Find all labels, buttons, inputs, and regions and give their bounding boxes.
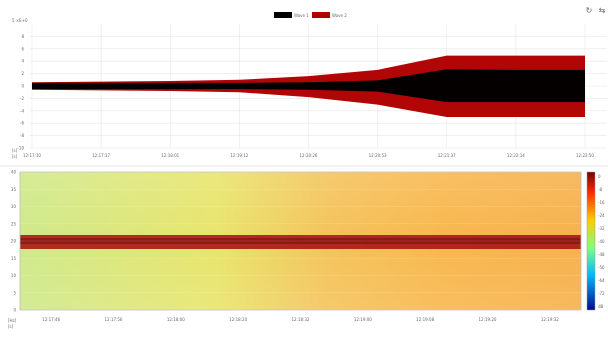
bottom-y-tick-label: 40 — [11, 170, 17, 175]
top-x-unit-label: [s] — [12, 148, 18, 153]
bottom-y-tick-label: 5 — [13, 290, 16, 295]
bottom-x-unit-label: [s] — [8, 324, 14, 329]
colorbar-tick-label: -32 — [598, 226, 605, 231]
bottom-y-tick-label: 35 — [11, 187, 17, 192]
colorbar-tick-label: -64 — [598, 278, 605, 283]
bottom-x-tick-label: 12:19:20 — [479, 317, 497, 322]
bottom-x-tick-label: 12:19:32 — [541, 317, 559, 322]
bottom-x-tick-label: 12:19:08 — [416, 317, 434, 322]
bottom-x-tick-label: 12:18:20 — [229, 317, 247, 322]
bottom-y-tick-label: 0 — [13, 308, 16, 313]
bottom-y-axis: 40 35 30 25 20 15 10 5 0 — [11, 170, 17, 313]
top-x-tick-label: 12:22:14 — [507, 153, 525, 158]
top-y-unit-label: [s] — [12, 154, 18, 159]
legend-label-wave-1: Wave 1 — [294, 13, 309, 18]
top-x-tick-label: 12:18:01 — [161, 153, 179, 158]
spectrogram-border — [19, 171, 582, 311]
bottom-x-axis: 12:17:46 12:17:56 12:18:00 12:18:20 12:18:32… — [42, 317, 559, 322]
bottom-x-tick-label: 12:18:32 — [292, 317, 310, 322]
colorbar-tick-label: -8 — [598, 187, 602, 192]
waveform-chart: 8 6 4 2 0 -2 -4 -6 -8 -10 12:17:10 12:17:17 12:18:0… — [12, 12, 607, 159]
colorbar: 0 -8 -16 -24 -32 -40 -48 -56 -64 -72 dB — [586, 171, 605, 311]
colorbar-tick-label: -16 — [598, 200, 605, 205]
top-x-tick-label: 12:21:37 — [438, 153, 456, 158]
colorbar-ticks: 0 -8 -16 -24 -32 -40 -48 -56 -64 -72 dB — [598, 174, 605, 309]
top-y-tick-label: -2 — [20, 96, 24, 101]
bottom-x-tick-label: 12:18:00 — [167, 317, 185, 322]
top-series-group — [32, 55, 585, 117]
top-y-axis: 8 6 4 2 0 -2 -4 -6 -8 -10 — [17, 34, 24, 151]
top-y-tick-label: 6 — [21, 46, 24, 51]
refresh-icon[interactable]: ↻ — [585, 6, 593, 15]
top-y-axis-label: 5 ×E+0 — [12, 18, 28, 23]
top-x-tick-label: 12:22:50 — [576, 153, 594, 158]
bottom-y-tick-label: 10 — [11, 273, 17, 278]
legend-swatch-wave-1[interactable] — [274, 12, 292, 18]
spectrogram-band-core — [20, 238, 581, 244]
bottom-y-tick-label: 15 — [11, 256, 17, 261]
top-y-tick-label: 8 — [21, 34, 24, 39]
bottom-y-tick-label: 20 — [11, 239, 17, 244]
colorbar-tick-label: -40 — [598, 239, 605, 244]
legend-label-wave-2: Wave 2 — [332, 13, 347, 18]
bottom-x-tick-label: 12:17:56 — [105, 317, 123, 322]
spectrogram-grid — [20, 171, 581, 311]
colorbar-scale — [586, 171, 596, 311]
top-y-tick-label: -8 — [20, 133, 24, 138]
top-x-tick-label: 12:17:17 — [92, 153, 110, 158]
colorbar-tick-label: -72 — [598, 291, 605, 296]
bottom-y-unit-label: [Hz] — [8, 318, 17, 323]
colorbar-tick-label: -24 — [598, 213, 605, 218]
bottom-y-tick-label: 25 — [11, 221, 17, 226]
colorbar-tick-label: -48 — [598, 252, 605, 257]
bottom-x-tick-label: 12:19:00 — [354, 317, 372, 322]
legend-swatch-wave-2[interactable] — [312, 12, 330, 18]
pan-icon[interactable]: ⇆ — [598, 6, 606, 15]
top-y-tick-label: 4 — [21, 59, 24, 64]
top-x-tick-label: 12:20:26 — [300, 153, 318, 158]
bottom-x-tick-label: 12:17:46 — [42, 317, 60, 322]
bottom-y-tick-label: 30 — [11, 204, 17, 209]
top-y-tick-label: -4 — [20, 108, 24, 113]
top-y-tick-label: 2 — [21, 71, 24, 76]
colorbar-tick-label: 0 — [598, 174, 601, 179]
series-wave-1 — [32, 69, 585, 103]
colorbar-tick-label: dB — [598, 304, 604, 309]
spectrogram-chart: 40 35 30 25 20 15 10 5 0 12:17:46 12:17:56 12:18:0… — [8, 170, 605, 330]
top-x-tick-label: 12:17:10 — [23, 153, 41, 158]
top-y-tick-label: -6 — [20, 121, 24, 126]
top-x-axis: 12:17:10 12:17:17 12:18:01 12:19:12 12:20:26… — [23, 153, 594, 158]
colorbar-tick-label: -56 — [598, 265, 605, 270]
legend: Wave 1 Wave 2 — [274, 12, 347, 18]
top-y-tick-label: 0 — [21, 84, 24, 89]
top-x-tick-label: 12:19:12 — [230, 153, 248, 158]
top-y-tick-label: -10 — [17, 146, 24, 151]
top-x-tick-label: 12:20:53 — [369, 153, 387, 158]
